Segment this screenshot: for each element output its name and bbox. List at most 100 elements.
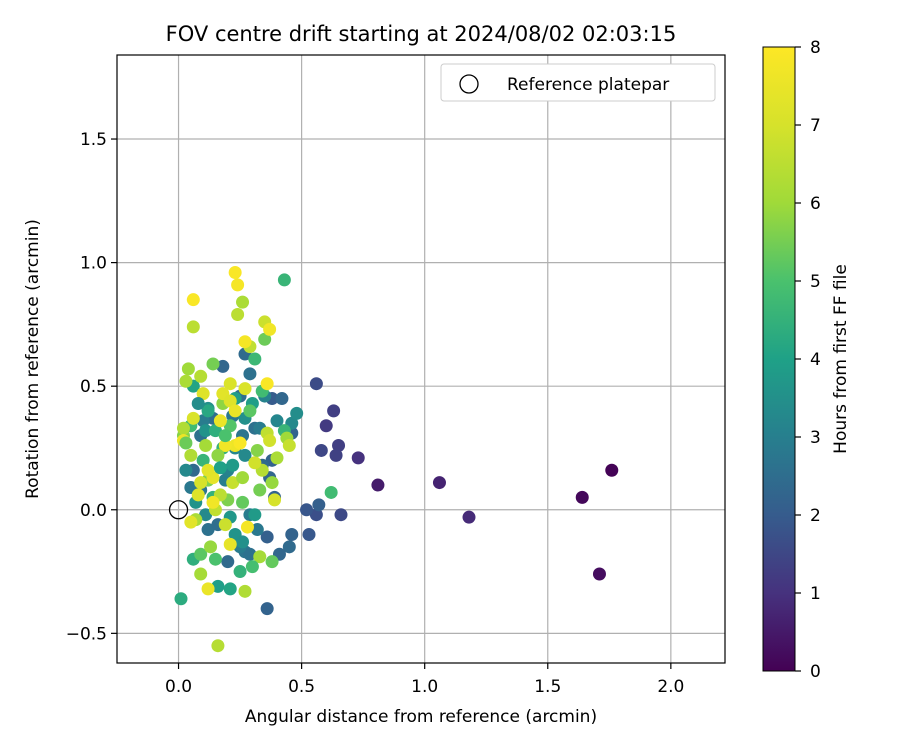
colorbar-tick-label: 8 <box>810 38 821 58</box>
scatter-point <box>243 547 257 561</box>
scatter-point <box>327 404 341 418</box>
scatter-point <box>179 463 193 477</box>
scatter-point <box>194 369 208 383</box>
colorbar-gradient <box>762 46 796 672</box>
scatter-point <box>277 273 291 287</box>
scatter-point <box>179 374 193 388</box>
scatter-point <box>191 396 205 410</box>
scatter-point <box>605 463 619 477</box>
scatter-point <box>191 488 205 502</box>
scatter-point <box>240 520 254 534</box>
scatter-point <box>243 367 257 381</box>
colorbar-tick-label: 3 <box>810 428 821 448</box>
scatter-point <box>329 448 343 462</box>
data-points <box>174 265 619 653</box>
scatter-point <box>201 463 215 477</box>
colorbar: 0 1 2 3 4 5 6 7 8 Hours from first FF file <box>762 38 851 682</box>
x-tick-label: 1.0 <box>411 677 438 697</box>
scatter-point <box>250 523 264 537</box>
scatter-point <box>236 295 250 309</box>
scatter-point <box>263 322 277 336</box>
scatter-point <box>300 503 314 517</box>
scatter-point <box>216 359 230 373</box>
x-tick-label: 1.5 <box>534 677 561 697</box>
scatter-point <box>199 508 213 522</box>
legend-open-circle-marker <box>459 74 479 94</box>
scatter-point <box>176 421 190 435</box>
y-axis-ticks: −0.5 0.0 0.5 1.0 1.5 <box>66 130 117 644</box>
scatter-point <box>351 451 365 465</box>
scatter-point <box>248 508 262 522</box>
chart-title: FOV centre drift starting at 2024/08/02 … <box>166 22 677 46</box>
reference-platepar-marker <box>168 500 189 520</box>
scatter-point <box>324 485 338 499</box>
scatter-point <box>270 451 284 465</box>
colorbar-tick-label: 4 <box>810 350 821 370</box>
scatter-point <box>228 404 242 418</box>
scatter-point <box>228 265 242 279</box>
scatter-point <box>270 414 284 428</box>
colorbar-label: Hours from first FF file <box>831 264 851 454</box>
legend-box <box>440 63 716 102</box>
scatter-point <box>371 478 385 492</box>
scatter-point <box>282 439 296 453</box>
scatter-point <box>243 404 257 418</box>
x-axis-label: Angular distance from reference (arcmin) <box>245 707 597 727</box>
scatter-point <box>236 471 250 485</box>
scatter-point <box>206 495 220 509</box>
scatter-point <box>213 461 227 475</box>
scatter-point <box>223 419 237 433</box>
scatter-point <box>221 555 235 569</box>
scatter-point <box>201 404 215 418</box>
scatter-point <box>260 377 274 391</box>
scatter-point <box>208 424 222 438</box>
scatter-point <box>233 565 247 579</box>
scatter-point <box>194 547 208 561</box>
scatter-point <box>196 414 210 428</box>
scatter-point <box>314 443 328 457</box>
scatter-point <box>575 490 589 504</box>
scatter-point <box>432 476 446 490</box>
scatter-point <box>211 579 225 593</box>
scatter-point <box>258 332 272 346</box>
scatter-point <box>250 443 264 457</box>
scatter-point <box>282 540 296 554</box>
scatter-point <box>186 293 200 307</box>
plot-frame <box>116 54 726 664</box>
scatter-point <box>592 567 606 581</box>
scatter-point <box>332 439 346 453</box>
scatter-point <box>199 439 213 453</box>
scatter-point <box>302 527 316 541</box>
scatter-point <box>236 495 250 509</box>
grid <box>117 55 725 663</box>
scatter-point <box>236 535 250 549</box>
scatter-point <box>290 406 304 420</box>
scatter-point <box>196 453 210 467</box>
legend-label: Reference platepar <box>507 75 669 95</box>
x-tick-label: 0.0 <box>165 677 192 697</box>
scatter-point <box>211 448 225 462</box>
scatter-point <box>226 476 240 490</box>
scatter-point <box>319 419 333 433</box>
scatter-point <box>223 377 237 391</box>
scatter-point <box>208 552 222 566</box>
y-tick-label: −0.5 <box>66 624 107 644</box>
scatter-point <box>260 602 274 616</box>
scatter-point <box>223 582 237 596</box>
scatter-point <box>238 382 252 396</box>
scatter-point <box>253 550 267 564</box>
x-tick-label: 2.0 <box>657 677 684 697</box>
scatter-point <box>174 592 188 606</box>
colorbar-ticks: 0 1 2 3 4 5 6 7 8 <box>795 38 821 682</box>
scatter-point <box>238 448 252 462</box>
x-axis-ticks: 0.0 0.5 1.0 1.5 2.0 <box>165 663 684 697</box>
scatter-point <box>211 639 225 653</box>
scatter-point <box>213 414 227 428</box>
scatter-point <box>334 508 348 522</box>
y-tick-label: 1.5 <box>80 130 107 150</box>
scatter-point <box>309 508 323 522</box>
scatter-point <box>253 483 267 497</box>
scatter-point <box>462 510 476 524</box>
scatter-point <box>309 377 323 391</box>
